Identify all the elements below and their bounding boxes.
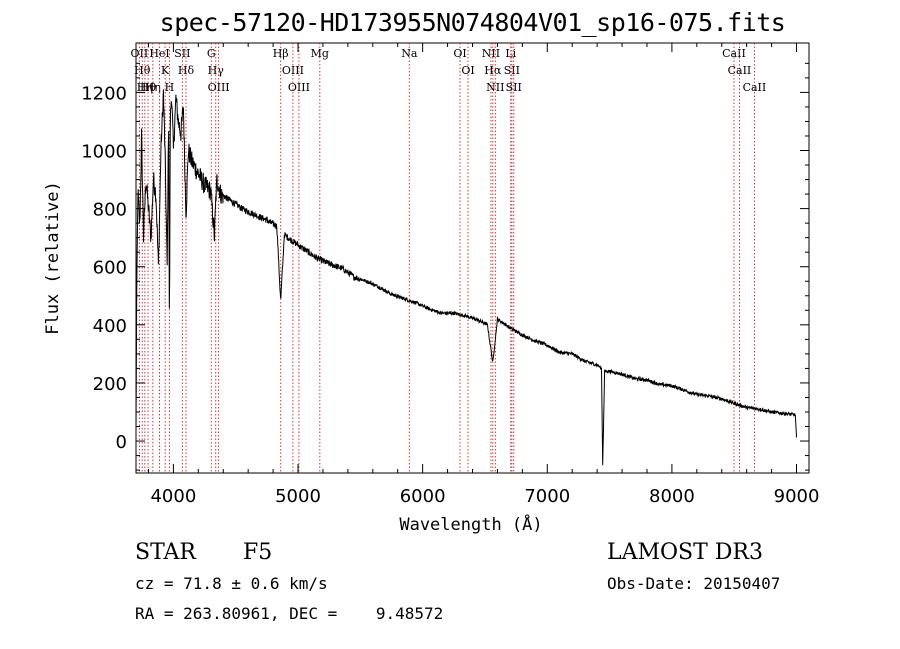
spectral-line-label: Hη bbox=[145, 81, 161, 94]
coordinates: RA = 263.80961, DEC = 9.48572 bbox=[135, 604, 444, 623]
y-tick-label: 0 bbox=[116, 432, 127, 453]
spectral-line-label: NII bbox=[482, 47, 500, 60]
spectral-line-label: OIII bbox=[288, 81, 310, 94]
x-tick-label: 5000 bbox=[275, 486, 321, 507]
spectral-line-label: Hθ bbox=[134, 64, 151, 77]
y-tick-label: 400 bbox=[93, 316, 127, 337]
spectral-line-label: Hβ bbox=[273, 47, 289, 60]
spectral-class: F5 bbox=[243, 540, 273, 565]
y-tick-label: 800 bbox=[93, 200, 127, 221]
spectral-line-markers: OIIHθHηHθHηHeIKHSIIHδGHγOIIIHβOIIIOIIIMg… bbox=[131, 43, 767, 473]
plot-frame bbox=[135, 42, 810, 474]
spectral-line-label: H bbox=[165, 81, 175, 94]
spectral-line-label: G bbox=[207, 47, 216, 60]
x-tick-label: 9000 bbox=[774, 486, 820, 507]
spectral-line-label: CaII bbox=[728, 64, 752, 77]
y-tick-label: 600 bbox=[93, 258, 127, 279]
x-tick-label: 4000 bbox=[150, 486, 196, 507]
redshift-value: cz = 71.8 ± 0.6 km/s bbox=[135, 574, 328, 593]
x-tick-label: 6000 bbox=[400, 486, 446, 507]
chart-title: spec-57120-HD173955N074804V01_sp16-075.f… bbox=[159, 8, 786, 37]
y-tick-label: 1200 bbox=[81, 83, 127, 104]
x-tick-label: 7000 bbox=[524, 486, 570, 507]
spectral-line-label: Na bbox=[401, 47, 418, 60]
spectral-line-label: K bbox=[161, 64, 170, 77]
spectrum-line bbox=[135, 89, 797, 466]
object-type: STAR bbox=[135, 540, 196, 565]
spectral-line-label: NII bbox=[486, 81, 504, 94]
spectral-line-label: SII bbox=[504, 64, 520, 77]
spectral-line-label: Hη bbox=[137, 81, 153, 94]
spectral-line-label: OIII bbox=[282, 64, 304, 77]
spectral-line-label: Mg bbox=[311, 47, 329, 60]
spectral-line-label: SII bbox=[174, 47, 190, 60]
spectral-line-label: OI bbox=[461, 64, 474, 77]
spectral-line-label: OII bbox=[131, 47, 149, 60]
y-tick-label: 1000 bbox=[81, 142, 127, 163]
spectral-line-label: Li bbox=[505, 47, 516, 60]
spectral-line-label: OI bbox=[453, 47, 466, 60]
x-axis-label: Wavelength (Å) bbox=[399, 513, 542, 535]
spectral-line-label: Hγ bbox=[208, 64, 225, 77]
axis-ticks: 4000 5000 6000 7000 8000 9000 0 200 400 600 800 100… bbox=[81, 43, 819, 507]
spectral-line-label: Hδ bbox=[178, 64, 195, 77]
x-tick-label: 8000 bbox=[649, 486, 695, 507]
spectral-line-label: HeI bbox=[149, 47, 169, 60]
spectral-line-label: Hα bbox=[484, 64, 502, 77]
spectral-line-label: SII bbox=[506, 81, 522, 94]
survey-name: LAMOST DR3 bbox=[607, 540, 763, 565]
spectral-line-label: Hθ bbox=[140, 81, 157, 94]
y-axis-label: Flux (relative) bbox=[43, 181, 63, 335]
spectral-line-label: CaII bbox=[743, 81, 767, 94]
obs-date: Obs-Date: 20150407 bbox=[607, 574, 781, 593]
spectral-line-label: OIII bbox=[208, 81, 230, 94]
y-tick-label: 200 bbox=[93, 374, 127, 395]
spectral-line-label: CaII bbox=[722, 47, 746, 60]
